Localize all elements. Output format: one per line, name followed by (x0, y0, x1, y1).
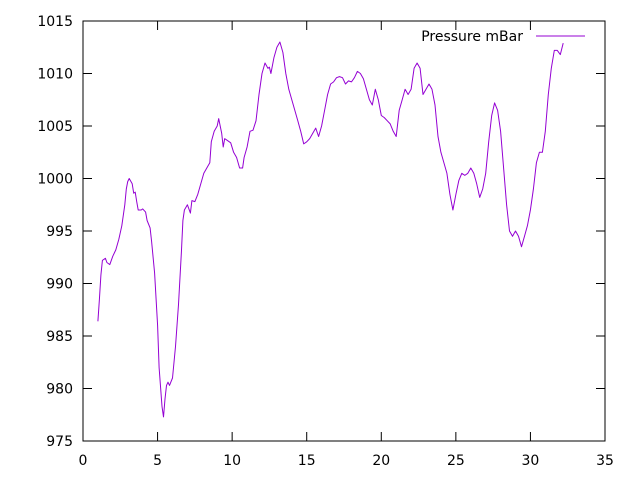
x-tick-label-3: 15 (298, 453, 316, 469)
x-tick-label-4: 20 (372, 453, 390, 469)
plot-frame (82, 20, 606, 442)
y-axis: 975 980 985 990 995 1000 1005 1010 1015 (37, 14, 605, 450)
x-tick-label-7: 35 (596, 453, 614, 469)
y-tick-label-4: 995 (46, 224, 73, 240)
y-tick-label-1: 980 (46, 382, 73, 398)
x-tick-label-0: 0 (79, 453, 88, 469)
y-tick-label-5: 1000 (37, 172, 73, 188)
x-tick-label-6: 30 (522, 453, 540, 469)
x-tick-label-2: 10 (223, 453, 241, 469)
y-tick-label-8: 1015 (37, 14, 73, 30)
x-axis: 0 5 10 15 20 25 30 35 (79, 21, 614, 469)
y-tick-label-2: 985 (46, 329, 73, 345)
legend-label-pressure: Pressure mBar (421, 29, 523, 45)
y-tick-label-6: 1005 (37, 119, 73, 135)
y-tick-label-7: 1010 (37, 67, 73, 83)
x-tick-label-1: 5 (153, 453, 162, 469)
series-group (97, 41, 564, 418)
y-tick-label-3: 990 (46, 277, 73, 293)
y-tick-label-0: 975 (46, 434, 73, 450)
legend: Pressure mBar (421, 29, 585, 45)
series-line-0 (97, 41, 564, 418)
x-tick-label-5: 25 (447, 453, 465, 469)
